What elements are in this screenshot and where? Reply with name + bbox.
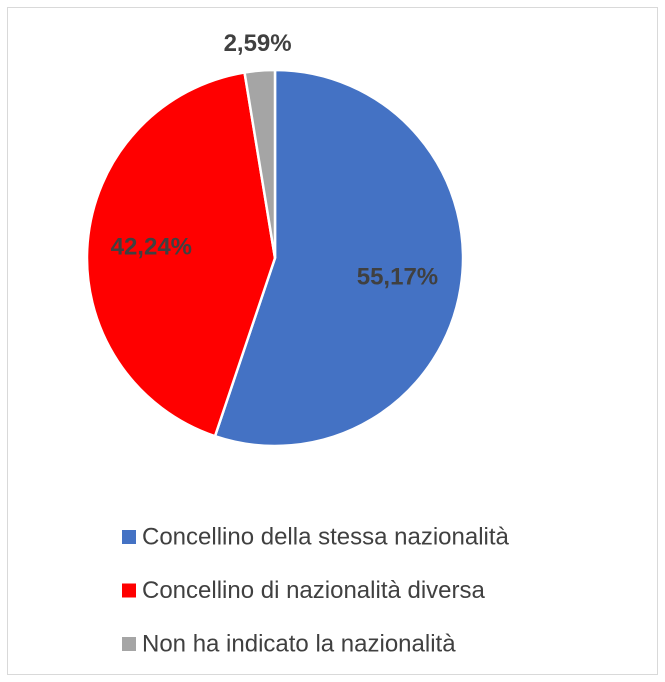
legend-swatch [122,583,136,598]
pie-slice [85,71,277,438]
pie-slice [243,68,277,259]
data-label: 42,24% [111,233,192,260]
legend-label: Concellino della stessa nazionalità [142,523,510,550]
legend-swatch [122,637,136,651]
pie-slice [213,68,465,448]
data-label: 55,17% [357,263,438,290]
legend-label: Non ha indicato la nazionalità [142,630,456,657]
data-label: 2,59% [224,30,292,57]
legend-label: Concellino di nazionalità diversa [142,577,486,604]
legend-swatch [122,530,136,544]
